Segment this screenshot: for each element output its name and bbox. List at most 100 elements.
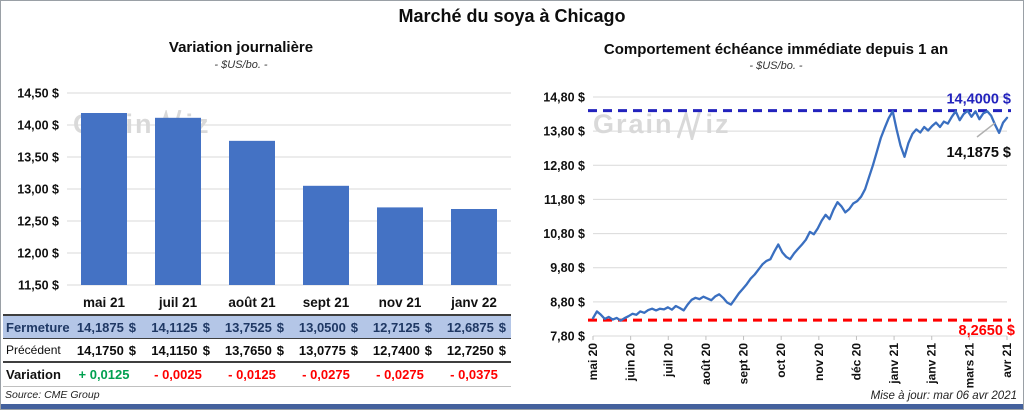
change-value: - 0,0275 <box>376 367 424 382</box>
currency-sign: $ <box>128 319 136 335</box>
bar <box>155 117 201 285</box>
table-cell: août 21 <box>228 295 276 310</box>
currency-sign: $ <box>276 319 284 335</box>
price-value: 14,1150 <box>151 342 198 358</box>
row-label: Précédent <box>6 343 61 357</box>
table-row: Variation + 0,0125 - 0,0025 - 0,0125 - 0,027… <box>3 363 511 387</box>
currency-sign: $ <box>128 342 136 358</box>
y-tick-label: 13,00 $ <box>17 183 59 197</box>
y-tick-label: 14,80 $ <box>543 91 585 105</box>
y-tick-label: 12,00 $ <box>17 247 59 261</box>
table-cell: 12,7400 $ <box>363 343 437 358</box>
table-cell: nov 21 <box>378 295 422 310</box>
price-value: 13,7650 <box>224 342 272 358</box>
y-tick-label: 9,80 $ <box>550 261 585 275</box>
currency-sign: $ <box>350 319 358 335</box>
line-chart-title: Comportement échéance immédiate depuis 1… <box>603 41 949 58</box>
table-cell: 13,7650 $ <box>215 343 289 358</box>
table-row: Fermeture 14,1875 $14,1125 $13,7525 $13,0500… <box>3 314 511 339</box>
price-value: 14,1750 <box>76 342 124 358</box>
price-value: 12,6875 <box>446 319 494 335</box>
y-tick-label: 7,80 $ <box>550 330 585 344</box>
table-cell: - 0,0125 <box>215 367 289 382</box>
y-tick-label: 10,80 $ <box>543 227 585 241</box>
price-value: 12,7250 <box>446 342 494 358</box>
y-tick-label: 14,50 $ <box>17 87 59 101</box>
change-value: - 0,0025 <box>154 367 202 382</box>
change-value: + 0,0125 <box>78 367 130 382</box>
x-tick-label: nov 20 <box>812 343 826 381</box>
y-tick-label: 14,00 $ <box>17 119 59 133</box>
currency-sign: $ <box>498 342 506 358</box>
currency-sign: $ <box>202 319 210 335</box>
y-tick-label: 8,80 $ <box>550 295 585 309</box>
x-tick-label: juin 20 <box>624 343 638 382</box>
x-tick-label: sept 20 <box>737 343 751 385</box>
price-value: 13,7525 <box>224 319 272 335</box>
table-cell: - 0,0275 <box>363 367 437 382</box>
table-cell: 13,0500 $ <box>289 320 363 335</box>
row-label: Variation <box>6 367 61 382</box>
currency-sign: $ <box>424 319 432 335</box>
currency-sign: $ <box>424 342 432 358</box>
table-cell: 14,1750 $ <box>67 343 141 358</box>
currency-sign: $ <box>498 319 506 335</box>
row-label: Fermeture <box>6 319 70 335</box>
x-tick-label: janv 21 <box>887 343 901 385</box>
y-tick-label: 11,80 $ <box>544 193 585 207</box>
table-cell: - 0,0275 <box>289 367 363 382</box>
table-cell: - 0,0375 <box>437 367 511 382</box>
x-tick-label: déc 20 <box>849 343 863 381</box>
leader-line <box>976 122 996 138</box>
currency-sign: $ <box>350 342 358 358</box>
table-cell: sept 21 <box>302 295 350 310</box>
source-note: Source: CME Group <box>5 389 100 401</box>
table-cell: janv 22 <box>451 295 497 310</box>
table-cell: 14,1125 $ <box>141 320 215 335</box>
bar-chart-title: Variation journalière <box>168 39 314 56</box>
currency-sign: $ <box>276 342 284 358</box>
price-value: 12,7400 <box>372 342 420 358</box>
x-tick-label: août 20 <box>699 343 713 385</box>
support-label: 8,2650 $ <box>959 323 1015 339</box>
table-cell: 14,1150 $ <box>141 343 215 358</box>
bar-chart-subtitle: - $US/bo. - <box>214 59 268 71</box>
y-tick-label: 12,50 $ <box>17 215 59 229</box>
bar <box>229 140 275 285</box>
currency-sign: $ <box>202 342 210 358</box>
price-table: mai 21 juil 21 août 21 sept 21 nov 21 janv 22… <box>3 291 511 387</box>
x-tick-label: mars 21 <box>962 343 976 389</box>
page-title: Marché du soya à Chicago <box>398 6 626 26</box>
change-value: - 0,0125 <box>228 367 276 382</box>
watermark-text: Grain <box>593 109 674 139</box>
bar <box>451 209 497 285</box>
price-series-line <box>591 109 1009 322</box>
table-cell: 13,0775 $ <box>289 343 363 358</box>
price-value: 13,0775 <box>298 342 346 358</box>
zigzag-icon <box>676 109 701 140</box>
footer-bar <box>1 404 1023 409</box>
table-cell: + 0,0125 <box>67 367 141 382</box>
table-row: Précédent 14,1750 $14,1150 $13,7650 $13,0775… <box>3 339 511 363</box>
table-cell: juil 21 <box>158 295 198 310</box>
line-chart-subtitle: - $US/bo. - <box>749 60 803 72</box>
y-tick-label: 12,80 $ <box>543 159 585 173</box>
table-cell: 13,7525 $ <box>215 320 289 335</box>
table-cell: - 0,0025 <box>141 367 215 382</box>
price-value: 14,1125 <box>151 319 198 335</box>
x-tick-label: oct 20 <box>774 343 788 378</box>
change-value: - 0,0375 <box>450 367 498 382</box>
price-value: 13,0500 <box>298 319 346 335</box>
y-tick-label: 11,50 $ <box>18 279 59 293</box>
table-cell: 12,7125 $ <box>363 320 437 335</box>
change-value: - 0,0275 <box>302 367 350 382</box>
bar-chart: 14,50 $ 14,00 $ 13,50 $ 13,00 $ 12,50 $ 12,00… <box>17 87 511 293</box>
table-cell: 14,1875 $ <box>67 320 141 335</box>
price-value: 14,1875 <box>76 319 124 335</box>
x-tick-label: mai 20 <box>586 343 600 381</box>
line-chart: 14,80 $ 13,80 $ 12,80 $ 11,80 $ 10,80 $ 9,80 … <box>543 91 1015 389</box>
bar <box>377 207 423 285</box>
y-tick-label: 13,80 $ <box>543 125 585 139</box>
table-row: mai 21 juil 21 août 21 sept 21 nov 21 janv 22 <box>3 291 511 314</box>
